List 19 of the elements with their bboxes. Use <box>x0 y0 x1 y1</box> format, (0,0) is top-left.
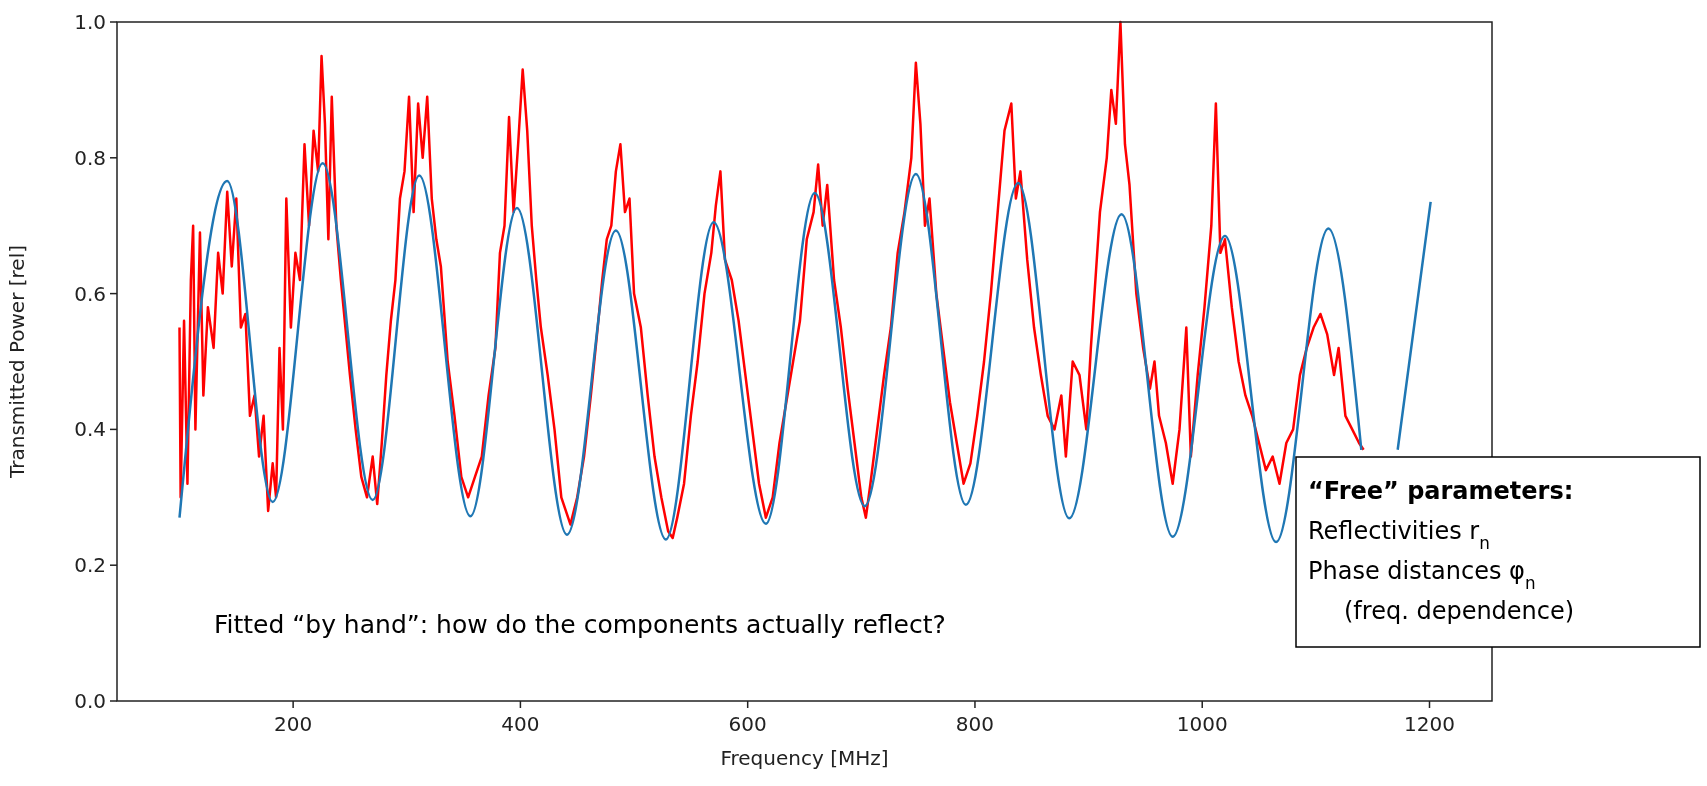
annotation: (freq. dependence) <box>1344 597 1575 625</box>
annotation: Reflectivities r$_{n}$ <box>1308 517 1490 553</box>
y-tick-label: 1.0 <box>74 10 106 34</box>
x-tick-label: 200 <box>274 712 313 736</box>
y-tick-label: 0.0 <box>74 689 106 713</box>
x-tick-label: 1000 <box>1176 712 1228 736</box>
x-tick-label: 800 <box>955 712 995 736</box>
y-tick-label: 0.8 <box>74 145 106 170</box>
y-tick-label: 0.6 <box>74 281 106 306</box>
annotation: Phase distances φ$_{n}$ <box>1308 557 1536 593</box>
y-tick-label: 0.2 <box>74 553 106 578</box>
x-axis-title: Frequency [MHz] <box>720 746 889 770</box>
x-tick-label: 600 <box>728 712 767 736</box>
x-tick-label: 400 <box>501 712 540 736</box>
x-tick-label: 1200 <box>1404 712 1455 736</box>
y-tick-label: 0.4 <box>74 417 106 442</box>
annotation: Fitted “by hand”: how do the components actually reflect? <box>214 610 946 640</box>
annotation: “Free” parameters: <box>1308 477 1574 505</box>
y-axis-title: Transmitted Power [rel] <box>5 244 29 480</box>
